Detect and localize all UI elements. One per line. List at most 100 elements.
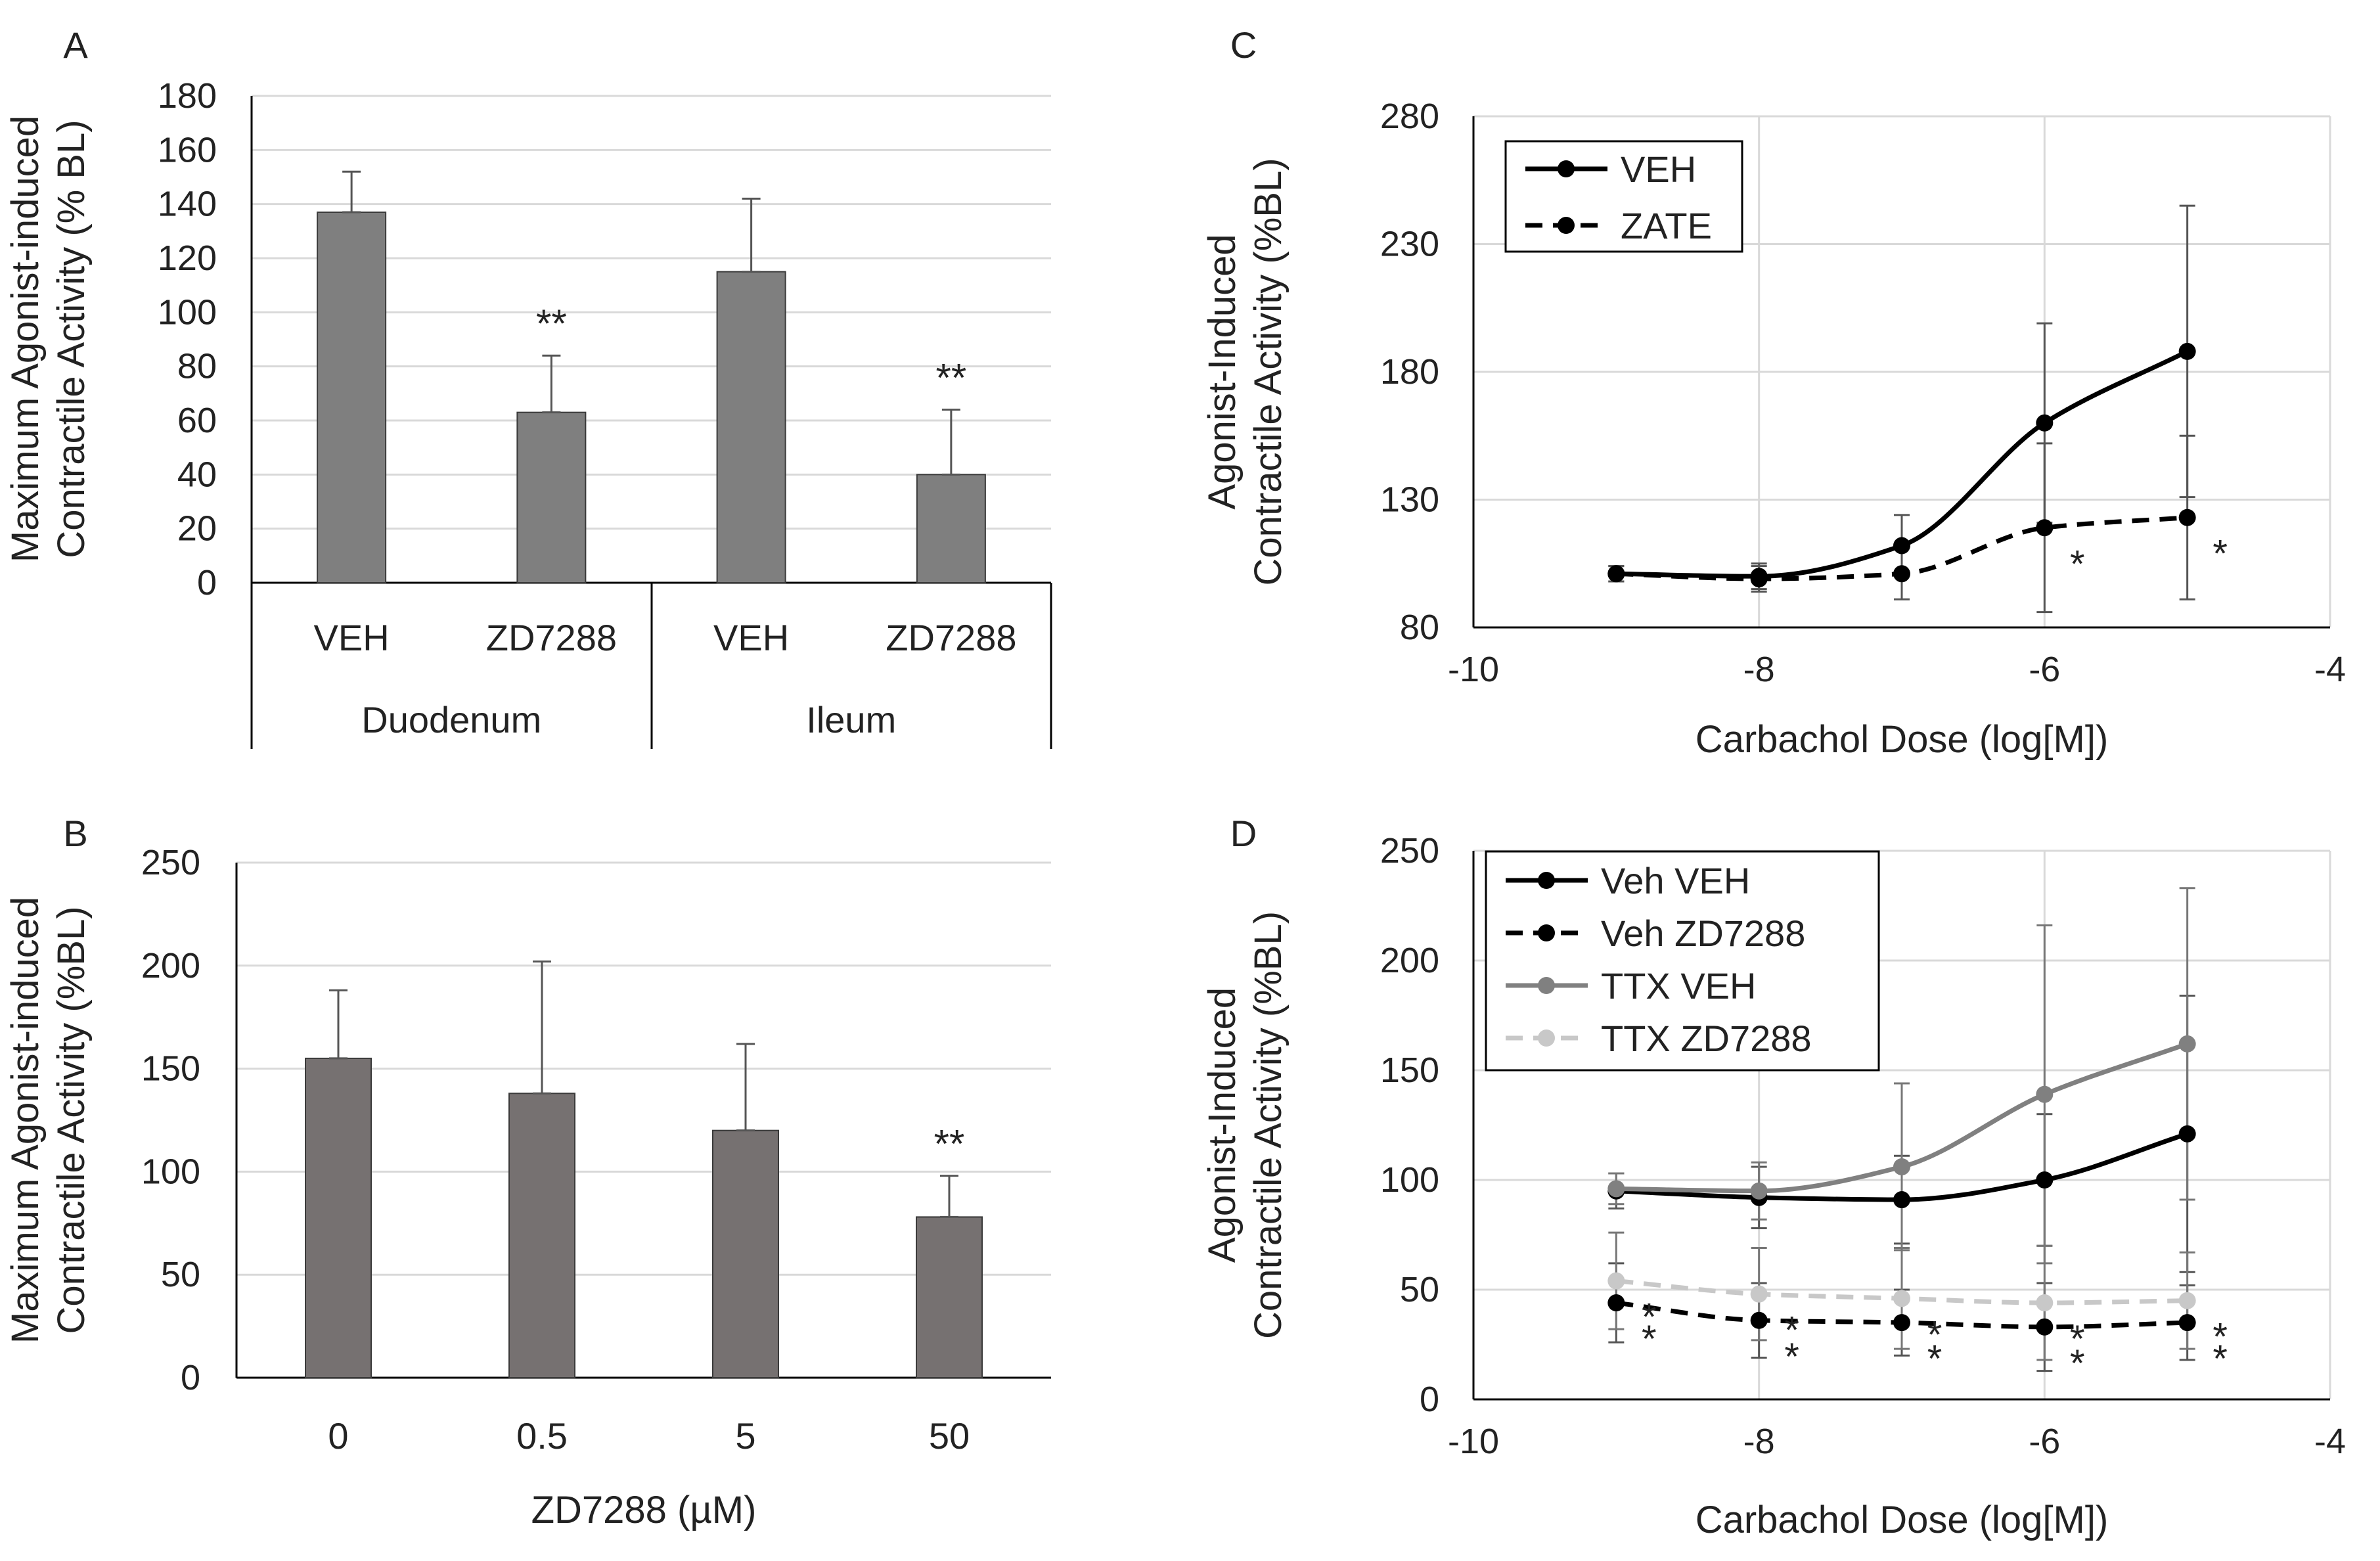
y-axis-title: Contractile Activity (%BL) <box>1247 158 1290 585</box>
bar <box>716 271 786 583</box>
y-axis-title: Agonist-Induced <box>1201 234 1244 509</box>
data-point <box>2036 1171 2054 1188</box>
error-bar <box>342 170 361 214</box>
y-tick-label: 0 <box>197 563 217 602</box>
y-tick-label: 140 <box>158 185 217 224</box>
error-bar <box>533 961 551 1095</box>
data-point <box>1893 565 1910 583</box>
y-tick-label: 0 <box>181 1358 200 1397</box>
y-tick-label: 20 <box>177 509 217 549</box>
y-axis-title: Contractile Activity (%BL) <box>1247 911 1290 1339</box>
category-label: 50 <box>929 1415 970 1457</box>
x-axis-title: Carbachol Dose (log[M]) <box>1695 1499 2109 1541</box>
data-point <box>1750 1311 1768 1329</box>
data-point <box>1893 537 1910 554</box>
significance-marker: * <box>1927 1313 1942 1356</box>
legend-box <box>1504 140 1743 253</box>
y-tick-label: 80 <box>177 347 217 386</box>
data-point <box>1607 565 1625 583</box>
error-bar <box>542 354 561 414</box>
legend-label: TTX VEH <box>1601 965 1756 1007</box>
legend-marker <box>1558 217 1575 234</box>
significance-marker: ** <box>936 356 967 400</box>
significance-marker: * <box>2070 1342 2085 1385</box>
legend-label: Veh VEH <box>1601 860 1750 901</box>
x-tick-label: -8 <box>1743 650 1775 689</box>
x-tick-label: -10 <box>1448 650 1499 689</box>
category-label: 0.5 <box>516 1415 568 1457</box>
y-tick-label: 230 <box>1380 225 1439 264</box>
legend-marker <box>1538 977 1555 994</box>
y-tick-label: 60 <box>177 401 217 440</box>
y-tick-label: 150 <box>1380 1051 1439 1090</box>
error-bar <box>940 1175 958 1218</box>
panel-label-d: D <box>1230 813 1257 854</box>
y-tick-label: 200 <box>1380 941 1439 980</box>
panel-label-c: C <box>1230 24 1257 66</box>
bar <box>916 474 986 583</box>
legend-label: VEH <box>1621 148 1696 190</box>
data-point <box>1607 1294 1625 1312</box>
category-label: 5 <box>735 1415 755 1457</box>
bar <box>516 411 587 584</box>
panel-label-b: B <box>63 813 87 854</box>
y-tick-label: 0 <box>1420 1380 1439 1419</box>
data-point <box>2178 1035 2196 1052</box>
y-tick-label: 120 <box>158 238 217 278</box>
legend-marker <box>1538 872 1555 889</box>
data-point <box>2036 1294 2054 1312</box>
bar <box>508 1093 575 1379</box>
x-axis-title: ZD7288 (µM) <box>531 1489 757 1531</box>
significance-marker: * <box>2070 543 2085 585</box>
data-point <box>1607 1180 1625 1198</box>
y-tick-label: 180 <box>1380 352 1439 392</box>
significance-marker: * <box>1927 1338 1942 1380</box>
data-point <box>1750 570 1768 588</box>
legend-marker <box>1538 1029 1555 1047</box>
category-label: ZD7288 <box>486 617 617 658</box>
y-tick-label: 130 <box>1380 480 1439 520</box>
data-point <box>1607 1272 1625 1290</box>
legend-label: TTX ZD7288 <box>1601 1018 1812 1059</box>
y-axis-title: Contractile Activity (% BL) <box>50 120 93 558</box>
data-point <box>2178 1314 2196 1332</box>
y-tick-label: 50 <box>1400 1270 1439 1309</box>
data-point <box>2178 1292 2196 1309</box>
data-point <box>2036 1085 2054 1103</box>
y-axis-title: Contractile Activity (%BL) <box>50 906 93 1334</box>
panel-label-a: A <box>63 24 88 66</box>
group-label: Ileum <box>806 699 896 740</box>
data-point <box>1893 1158 1910 1175</box>
data-point <box>2178 1125 2196 1142</box>
group-label: Duodenum <box>361 699 541 740</box>
x-tick-label: -8 <box>1743 1422 1775 1461</box>
significance-marker: * <box>1784 1336 1799 1378</box>
y-axis-title: Maximum Agonist-induced <box>4 116 47 562</box>
significance-marker: ** <box>934 1122 965 1166</box>
bar <box>305 1057 372 1379</box>
data-point <box>1893 1314 1910 1332</box>
data-point <box>2036 519 2054 537</box>
legend-marker <box>1558 160 1575 177</box>
category-label: VEH <box>314 617 390 658</box>
significance-marker: * <box>2212 1316 2228 1359</box>
y-tick-label: 100 <box>158 292 217 332</box>
error-bar <box>329 989 348 1060</box>
significance-marker: * <box>1642 1296 1657 1339</box>
significance-marker: ** <box>536 302 567 346</box>
data-point <box>2178 509 2196 526</box>
y-axis-title: Agonist-Induced <box>1201 987 1244 1263</box>
x-tick-label: -10 <box>1448 1422 1499 1461</box>
significance-marker: * <box>1784 1309 1799 1352</box>
data-point <box>1893 1191 1910 1209</box>
significance-marker: * <box>2070 1318 2085 1361</box>
y-axis-title: Maximum Agonist-induced <box>4 897 47 1344</box>
category-label: 0 <box>328 1415 348 1457</box>
significance-marker: * <box>2212 1338 2228 1380</box>
x-tick-label: -6 <box>2029 650 2060 689</box>
error-bar <box>742 197 761 273</box>
y-tick-label: 200 <box>141 946 200 985</box>
data-point <box>2036 414 2054 432</box>
